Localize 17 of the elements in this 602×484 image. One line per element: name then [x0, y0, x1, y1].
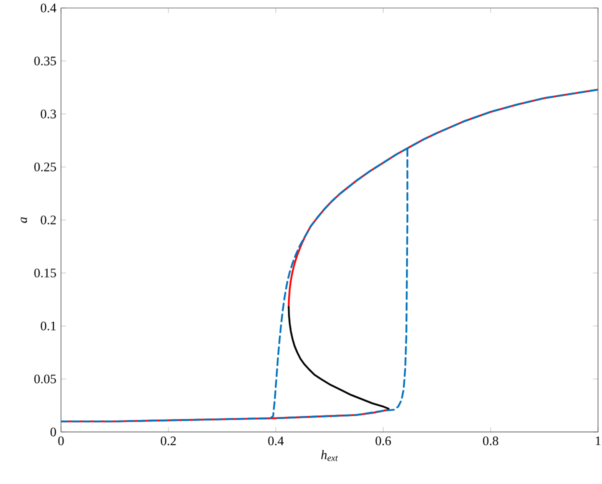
x-tick-label: 0 [58, 436, 64, 446]
y-tick-label: 0.4 [40, 4, 56, 12]
y-tick-label: 0.25 [34, 162, 56, 172]
x-axis-title: h$_{ext}$ [321, 450, 338, 462]
y-tick-label: 0.15 [34, 268, 56, 278]
x-tick-label: 0.2 [160, 436, 176, 446]
x-tick-label: 0.6 [376, 436, 391, 446]
y-tick-label: 0.2 [40, 216, 56, 224]
y-tick-label: 0.3 [40, 110, 56, 118]
y-tick-label: 0 [50, 428, 56, 436]
x-tick-label: 0.4 [268, 436, 284, 446]
x-tick-label: 1 [596, 436, 600, 446]
y-tick-label: 0.05 [34, 374, 56, 384]
y-tick-label: 0.35 [34, 56, 56, 66]
y-tick-label: 0.1 [40, 322, 56, 330]
x-tick-label: 0.8 [483, 436, 498, 446]
y-axis-title: a [20, 217, 28, 223]
